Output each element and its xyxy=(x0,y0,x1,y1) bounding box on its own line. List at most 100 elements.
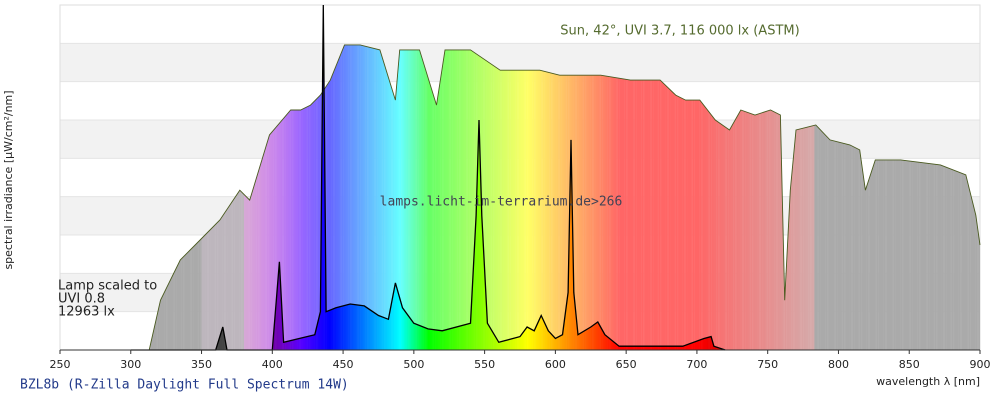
sun-stripe xyxy=(733,44,736,350)
sun-label: Sun, 42°, UVI 3.7, 116 000 lx (ASTM) xyxy=(560,24,799,39)
sun-stripe xyxy=(679,44,682,350)
sun-stripe xyxy=(512,44,515,350)
sun-stripe xyxy=(725,44,727,350)
sun-stripe xyxy=(742,44,744,350)
x-tick-label: 800 xyxy=(828,358,849,371)
sun-stripe xyxy=(868,44,870,350)
sun-stripe xyxy=(695,44,698,350)
sun-stripe xyxy=(563,44,566,350)
sun-stripe xyxy=(460,44,463,350)
sun-stripe xyxy=(522,44,525,350)
sun-stripe xyxy=(494,44,497,350)
sun-stripe xyxy=(770,44,773,350)
sun-stripe xyxy=(241,44,243,350)
sun-stripe xyxy=(917,44,920,350)
sun-stripe xyxy=(916,44,918,350)
sun-stripe xyxy=(304,44,307,350)
sun-stripe xyxy=(747,44,750,350)
sun-stripe xyxy=(534,44,536,350)
sun-stripe xyxy=(252,44,255,350)
sun-stripe xyxy=(538,44,540,350)
sun-stripe xyxy=(931,44,934,350)
sun-stripe xyxy=(617,44,620,350)
sun-stripe xyxy=(757,44,760,350)
sun-stripe xyxy=(401,44,403,350)
sun-stripe xyxy=(606,44,608,350)
sun-stripe xyxy=(294,44,297,350)
sun-stripe xyxy=(548,44,550,350)
sun-stripe xyxy=(266,44,269,350)
sun-stripe xyxy=(280,44,283,350)
sun-stripe xyxy=(774,44,777,350)
sun-stripe xyxy=(313,44,315,350)
sun-stripe xyxy=(306,44,308,350)
sun-stripe xyxy=(643,44,645,350)
sun-stripe xyxy=(890,44,893,350)
sun-stripe xyxy=(388,44,390,350)
sun-stripe xyxy=(773,44,775,350)
sun-stripe xyxy=(737,44,740,350)
sun-stripe xyxy=(846,44,849,350)
sun-stripe xyxy=(418,44,420,350)
sun-stripe xyxy=(461,44,464,350)
sun-stripe xyxy=(638,44,641,350)
sun-stripe xyxy=(863,44,866,350)
sun-stripe xyxy=(429,44,432,350)
sun-stripe xyxy=(292,44,294,350)
sun-stripe xyxy=(459,44,461,350)
sun-stripe xyxy=(593,44,596,350)
sun-stripe xyxy=(886,44,889,350)
lines xyxy=(130,4,981,351)
sun-stripe xyxy=(406,44,409,350)
sun-stripe xyxy=(541,44,543,350)
sun-stripe xyxy=(756,44,758,350)
sun-stripe xyxy=(715,44,717,350)
sun-stripe xyxy=(565,44,567,350)
sun-stripe xyxy=(937,44,940,350)
sun-stripe xyxy=(709,44,712,350)
sun-stripe xyxy=(845,44,848,350)
sun-stripe xyxy=(394,44,396,350)
sun-stripe xyxy=(517,44,519,350)
sun-stripe xyxy=(375,44,378,350)
sun-stripe xyxy=(589,44,591,350)
sun-stripe xyxy=(521,44,524,350)
x-tick-label: 750 xyxy=(757,358,778,371)
sun-stripe xyxy=(446,44,448,350)
sun-stripe xyxy=(330,44,332,350)
sun-stripe xyxy=(524,44,526,350)
sun-stripe xyxy=(938,44,941,350)
sun-stripe xyxy=(661,44,664,350)
sun-stripe xyxy=(687,44,689,350)
sun-stripe xyxy=(671,44,674,350)
sun-stripe xyxy=(848,44,850,350)
sun-stripe xyxy=(749,44,751,350)
sun-stripe xyxy=(607,44,610,350)
sun-stripe xyxy=(561,44,563,350)
sun-stripe xyxy=(590,44,593,350)
sun-stripe xyxy=(587,44,590,350)
sun-stripe xyxy=(892,44,894,350)
sun-stripe xyxy=(875,44,877,350)
sun-stripe xyxy=(572,44,574,350)
sun-stripe xyxy=(531,44,533,350)
sun-stripe xyxy=(698,44,700,350)
sun-stripe xyxy=(263,44,266,350)
sun-stripe xyxy=(262,44,264,350)
sun-stripe xyxy=(861,44,863,350)
sun-stripe xyxy=(655,44,658,350)
sun-stripe xyxy=(307,44,310,350)
sun-stripe xyxy=(728,44,730,350)
sun-stripe xyxy=(559,44,562,350)
sun-stripe xyxy=(260,44,263,350)
sun-stripe xyxy=(713,44,716,350)
sun-stripe xyxy=(355,44,358,350)
sun-stripe xyxy=(600,44,603,350)
sun-stripe xyxy=(282,44,284,350)
sun-stripe xyxy=(311,44,314,350)
sun-stripe xyxy=(829,44,832,350)
sun-stripe xyxy=(364,44,366,350)
sun-stripe xyxy=(791,44,794,350)
x-tick-label: 350 xyxy=(191,358,212,371)
sun-stripe xyxy=(497,44,499,350)
